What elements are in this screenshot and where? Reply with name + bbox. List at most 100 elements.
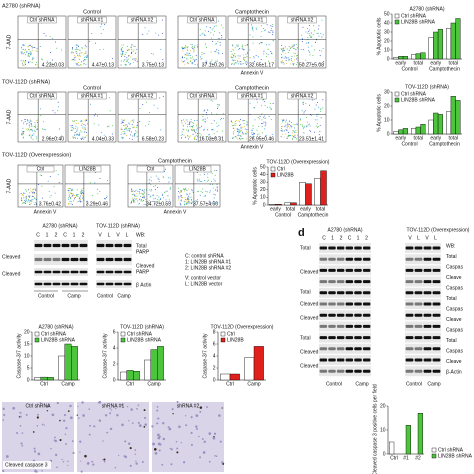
flow-dot — [21, 199, 23, 201]
band — [345, 324, 354, 328]
band — [345, 280, 354, 284]
flow-dot — [24, 200, 26, 202]
cell — [54, 439, 58, 443]
band — [328, 268, 336, 272]
flow-dot — [255, 55, 257, 57]
flow-dot — [85, 63, 87, 65]
flow-dot — [132, 50, 134, 52]
panel-label-bg — [27, 16, 57, 24]
flow-dot — [236, 119, 238, 121]
flow-dot — [80, 52, 82, 54]
flow-dot — [25, 201, 27, 203]
flow-dot — [186, 193, 188, 195]
flow-dot — [28, 199, 30, 201]
y-tick-label: 10 — [384, 117, 390, 123]
condition-label: Camp — [67, 293, 81, 299]
flow-dot — [143, 195, 145, 197]
blot-label: Total — [300, 335, 311, 341]
flow-dot — [244, 49, 246, 51]
flow-dot — [294, 131, 296, 133]
flow-dot — [234, 47, 236, 49]
flow-dot — [216, 131, 218, 133]
flow-dot — [73, 57, 75, 59]
flow-dot — [181, 46, 183, 48]
flow-dot — [186, 46, 188, 48]
flow-dot — [238, 132, 240, 134]
blot — [405, 366, 441, 377]
band — [319, 369, 328, 373]
cell — [135, 462, 138, 465]
flow-dot — [133, 194, 135, 196]
bar — [398, 129, 404, 135]
flow-dot — [70, 190, 72, 192]
flow-stat: 37.1±0.26 — [202, 62, 224, 68]
flow-dot — [320, 117, 322, 119]
flow-dot — [185, 46, 187, 48]
flow-dot — [20, 197, 22, 199]
flow-dot — [158, 178, 160, 180]
flow-dot — [131, 44, 133, 46]
flow-dot — [123, 60, 125, 62]
flow-dot — [272, 103, 274, 105]
flow-dot — [188, 202, 190, 204]
chart-title: A2780 (shRNA) — [38, 324, 73, 330]
x-tick-label: early — [430, 60, 441, 66]
bar — [433, 112, 439, 135]
flow-dot — [204, 34, 206, 36]
flow-dot — [29, 120, 31, 122]
band — [43, 282, 52, 286]
flow-dot — [189, 196, 191, 198]
flow-dot — [261, 119, 263, 121]
flow-dot — [202, 116, 204, 118]
flow-dot — [232, 57, 234, 59]
flow-dot — [308, 30, 310, 32]
flow-dot — [251, 26, 253, 28]
cell — [176, 447, 179, 450]
flow-dot — [103, 23, 105, 25]
flow-dot — [188, 198, 190, 200]
blot-label: WB: — [136, 232, 145, 238]
flow-dot — [99, 178, 101, 180]
flow-dot — [302, 103, 304, 105]
cell — [36, 416, 39, 419]
flow-dot — [292, 64, 294, 66]
flow-dot — [200, 180, 202, 182]
flow-dot — [312, 34, 314, 36]
flow-dot — [80, 200, 82, 202]
flow-dot — [283, 120, 285, 122]
flow-dot — [238, 63, 240, 65]
flow-dot — [184, 197, 186, 199]
flow-dot — [31, 123, 33, 125]
band — [423, 313, 432, 317]
flow-dot — [155, 175, 157, 177]
flow-dot — [28, 198, 30, 200]
panel-label-bg — [136, 165, 165, 173]
flow-dot — [210, 100, 212, 102]
flow-dot — [22, 48, 24, 50]
flow-stat: 2.96±0.40 — [42, 136, 64, 142]
blot — [405, 287, 441, 298]
flow-dot — [242, 54, 244, 56]
flow-dot — [281, 129, 283, 131]
cell — [151, 425, 154, 428]
legend-label: Ctrl — [227, 331, 235, 337]
flow-dot — [321, 36, 323, 38]
y-axis-label: Caspase-3/7 activity — [16, 333, 22, 379]
flow-dot — [247, 44, 249, 46]
flow-dot — [186, 54, 188, 56]
cell — [203, 440, 206, 444]
flow-dot — [183, 134, 185, 136]
flow-dot — [194, 63, 196, 65]
legend-swatch — [220, 337, 226, 343]
flow-dot — [192, 58, 194, 60]
flow-dot — [178, 195, 180, 197]
flow-dot — [60, 49, 62, 51]
band — [114, 270, 123, 274]
cell — [2, 419, 5, 421]
bar — [320, 170, 327, 206]
blot-label: Caspas — [446, 327, 463, 333]
flow-dot — [269, 31, 271, 33]
flow-dot — [84, 127, 86, 129]
chart-title: TOV-112D (Overexpression) — [267, 159, 330, 165]
flow-dot — [134, 135, 136, 137]
